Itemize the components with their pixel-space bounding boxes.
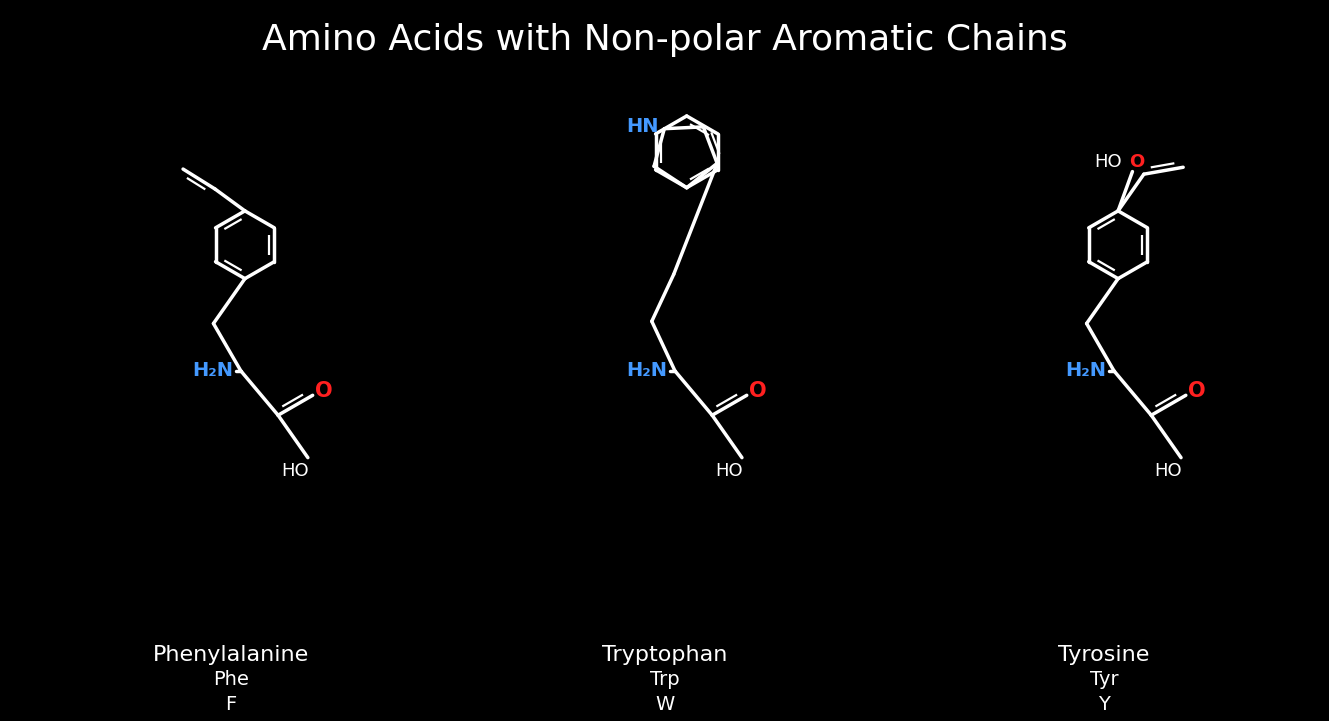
Text: HO: HO bbox=[282, 461, 308, 479]
Text: O: O bbox=[1188, 381, 1205, 402]
Text: HO: HO bbox=[1155, 461, 1181, 479]
Text: Amino Acids with Non-polar Aromatic Chains: Amino Acids with Non-polar Aromatic Chai… bbox=[262, 23, 1067, 57]
Text: HN: HN bbox=[626, 118, 658, 136]
Text: Phe: Phe bbox=[213, 671, 249, 689]
Text: Tyr: Tyr bbox=[1090, 671, 1119, 689]
Text: H₂N: H₂N bbox=[191, 361, 233, 381]
Text: W: W bbox=[655, 695, 675, 715]
Text: HO: HO bbox=[1094, 154, 1122, 171]
Text: HO: HO bbox=[715, 461, 743, 479]
Text: H₂N: H₂N bbox=[626, 361, 667, 381]
Text: O: O bbox=[750, 381, 767, 402]
Text: O: O bbox=[315, 381, 332, 402]
Text: Trp: Trp bbox=[650, 671, 680, 689]
Text: Y: Y bbox=[1098, 695, 1110, 715]
Text: Tryptophan: Tryptophan bbox=[602, 645, 728, 665]
Text: Phenylalanine: Phenylalanine bbox=[153, 645, 310, 665]
Text: F: F bbox=[226, 695, 237, 715]
Text: H₂N: H₂N bbox=[1065, 361, 1106, 381]
Text: Tyrosine: Tyrosine bbox=[1058, 645, 1150, 665]
Text: O: O bbox=[1130, 154, 1144, 171]
